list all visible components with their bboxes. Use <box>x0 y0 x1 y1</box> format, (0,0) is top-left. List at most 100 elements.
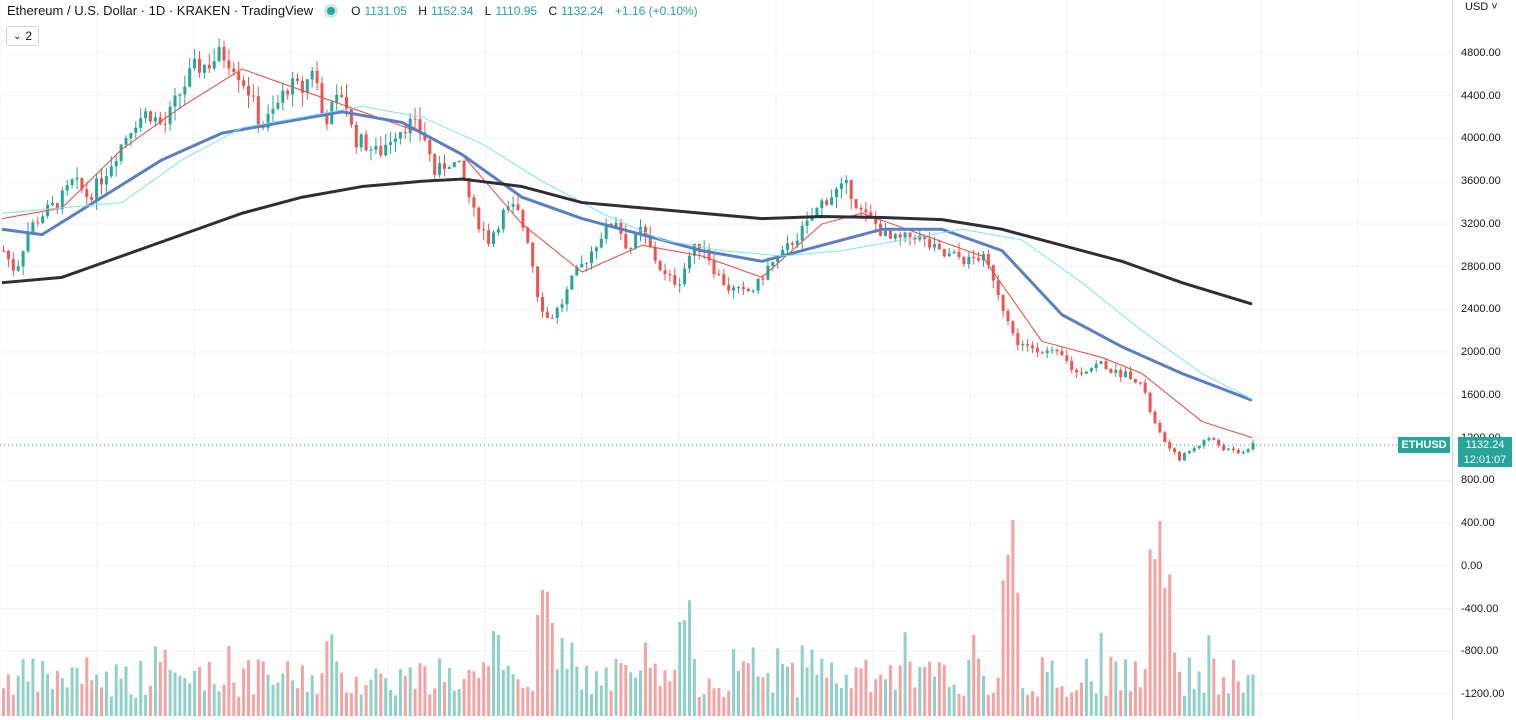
volume-bar <box>1236 681 1240 716</box>
candle-body <box>217 46 221 62</box>
candle-body <box>443 163 446 169</box>
candle-body <box>967 256 971 265</box>
candle-body <box>447 167 451 169</box>
volume-bar <box>398 669 402 716</box>
candle-body <box>957 251 961 258</box>
volume-bar <box>403 676 407 716</box>
volume-bar <box>1163 588 1167 716</box>
candle-body <box>1163 432 1167 443</box>
volume-bar <box>697 697 701 716</box>
candle-body <box>202 64 206 73</box>
currency-selector[interactable]: USD ˅ <box>1465 1 1498 13</box>
candle-body <box>781 249 785 257</box>
candle-body <box>129 132 133 139</box>
candle-body <box>933 244 936 248</box>
volume-bar <box>212 684 216 716</box>
volume-bar <box>1168 574 1172 716</box>
candle-body <box>835 188 838 198</box>
volume-bar <box>168 669 172 716</box>
candle-body <box>1246 449 1250 452</box>
candle-body <box>364 134 368 151</box>
volume-bar <box>1060 685 1064 716</box>
candle-body <box>1192 448 1196 452</box>
candle-body <box>41 216 45 224</box>
volume-bar <box>560 637 564 716</box>
candle-body <box>207 64 211 69</box>
volume-bar <box>310 675 314 716</box>
volume-bar <box>781 663 785 716</box>
volume-bar <box>129 694 133 716</box>
candle-body <box>1035 348 1039 353</box>
candle-body <box>1197 445 1201 449</box>
price-tick: 3200.00 <box>1461 217 1501 230</box>
volume-bar <box>1006 554 1010 716</box>
volume-bar <box>771 692 775 716</box>
candle-body <box>928 239 932 248</box>
candle-body <box>80 177 84 190</box>
candle-body <box>104 176 108 185</box>
market-status-icon[interactable] <box>327 6 336 15</box>
candle-body <box>492 232 495 245</box>
volume-bar <box>26 681 30 716</box>
volume-bar <box>227 645 231 716</box>
volume-bar <box>766 672 770 716</box>
moving-average-line <box>1 110 1253 402</box>
volume-bar <box>492 631 495 716</box>
volume-bar <box>1173 652 1177 716</box>
volume-bar <box>428 694 432 716</box>
candle-body <box>212 61 216 69</box>
candle-body <box>222 46 226 61</box>
candle-body <box>746 289 750 292</box>
price-axis[interactable]: USD ˅ 4800.00 4400.00 4000.00 3600.00 3200.0… <box>1452 0 1516 720</box>
volume-bar <box>972 634 976 716</box>
candle-body <box>345 97 348 109</box>
volume-bar <box>722 696 726 716</box>
volume-bar <box>746 663 750 716</box>
chart-plot-area[interactable] <box>0 0 1452 720</box>
indicators-collapse-button[interactable]: ⌄ 2 <box>6 26 40 46</box>
chart-svg[interactable] <box>0 0 1452 720</box>
candle-body <box>462 160 466 179</box>
volume-bar <box>139 660 143 716</box>
volume-bar <box>472 671 476 716</box>
volume-bar <box>918 667 922 716</box>
price-tick: 4800.00 <box>1461 47 1501 59</box>
volume-bar <box>305 691 309 716</box>
volume-bar <box>1021 688 1025 716</box>
candle-body <box>580 263 584 267</box>
candle-body <box>149 111 152 122</box>
volume-bar <box>986 694 990 716</box>
candle-body <box>575 266 579 276</box>
candle-body <box>276 102 280 109</box>
candle-body <box>599 238 603 248</box>
candle-body <box>482 229 486 231</box>
candle-body <box>1158 423 1162 433</box>
candle-body <box>1104 361 1108 369</box>
volume-bar <box>531 690 535 716</box>
candle-body <box>1119 369 1123 378</box>
candle-body <box>477 207 481 230</box>
candle-body <box>119 144 123 162</box>
volume-bar <box>717 688 721 716</box>
low-value: 1110.95 <box>495 3 538 18</box>
candle-body <box>144 111 148 119</box>
volume-bar <box>1094 693 1098 716</box>
volume-bar <box>668 681 672 716</box>
volume-bar <box>198 667 201 716</box>
candle-body <box>496 229 500 233</box>
chevron-down-icon: ˅ <box>1491 1 1498 13</box>
volume-bar <box>158 662 162 716</box>
volume-bar <box>90 680 94 716</box>
volume-bar <box>790 662 794 716</box>
volume-bar <box>477 677 481 716</box>
candle-body <box>585 263 589 265</box>
candle-body <box>173 95 177 107</box>
volume-bar <box>1065 697 1069 716</box>
candle-body <box>1133 378 1137 383</box>
volume-bar <box>389 689 393 716</box>
symbol-price-tag: ETHUSD <box>1398 437 1450 453</box>
volume-bar <box>487 666 491 716</box>
price-tick: 2800.00 <box>1461 260 1501 273</box>
ohlc-values: O 1131.05 H 1152.34 L 1110.95 C 1132.24 +1.1… <box>351 4 702 18</box>
candle-body <box>271 108 275 114</box>
